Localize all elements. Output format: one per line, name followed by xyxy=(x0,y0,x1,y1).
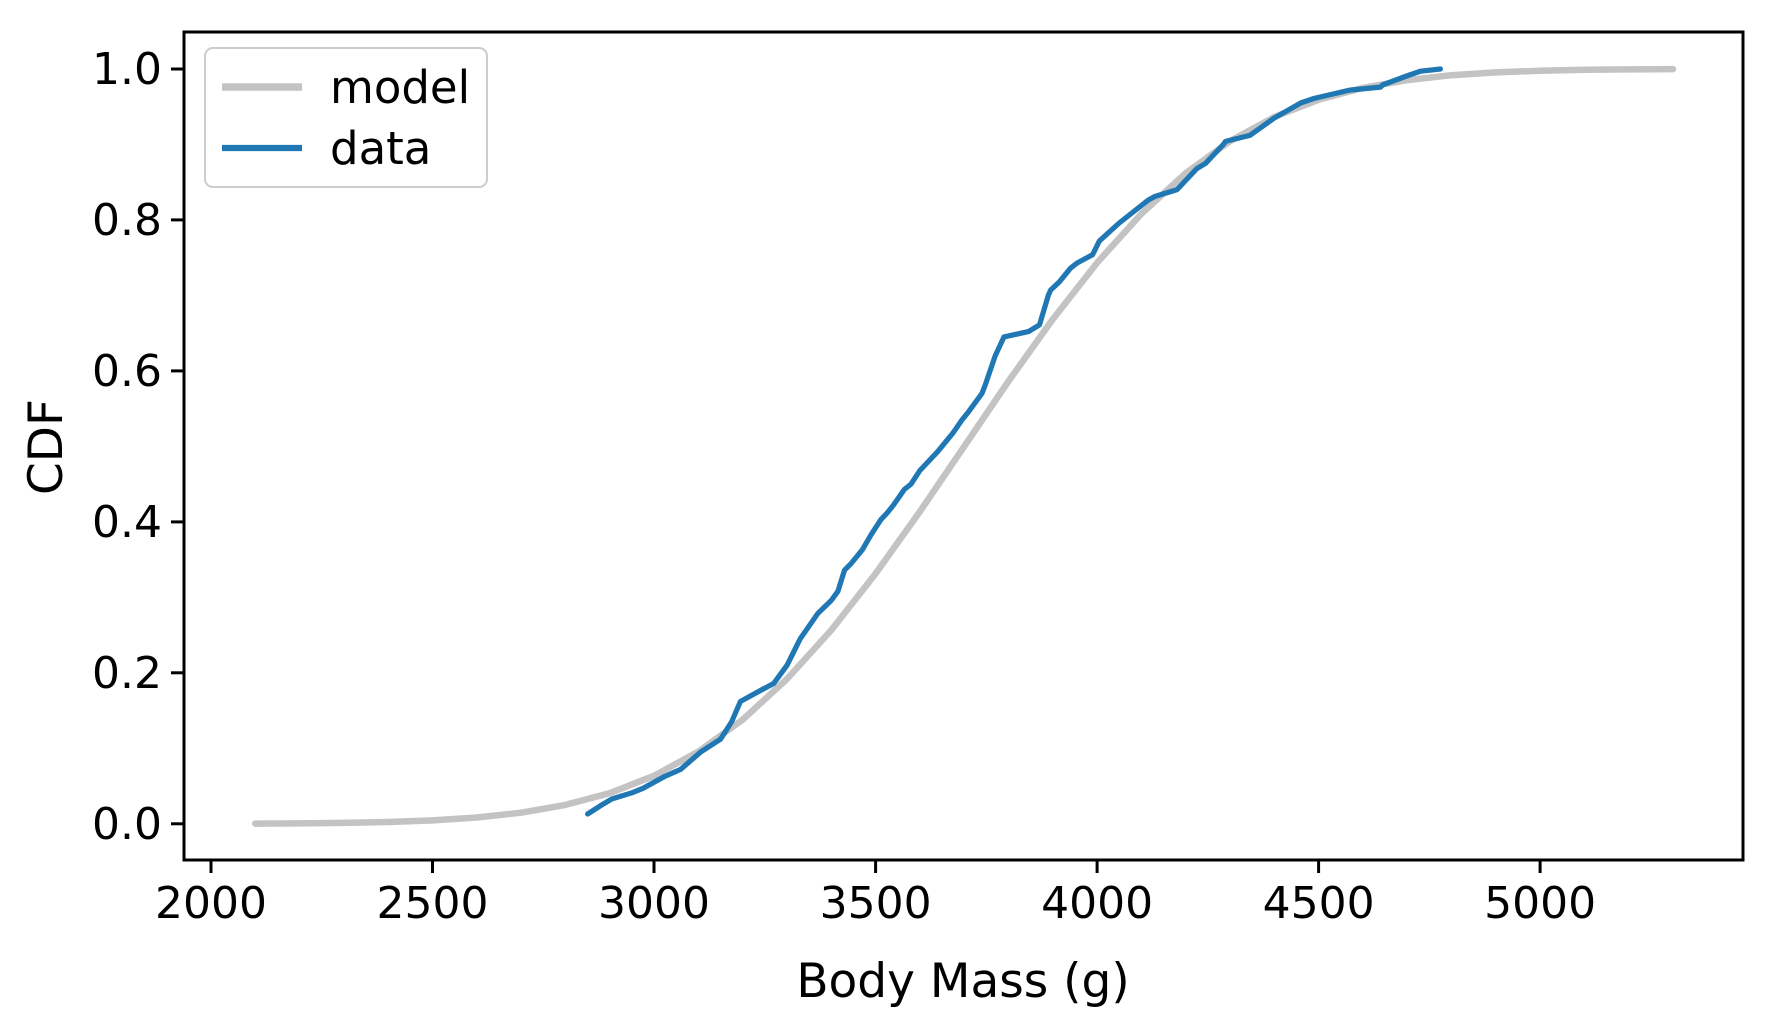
legend-label-data: data xyxy=(330,122,431,175)
x-tick-label: 2000 xyxy=(155,878,267,929)
y-tick-label: 0.0 xyxy=(92,799,162,850)
x-tick-label: 3500 xyxy=(820,878,932,929)
y-axis-label: CDF xyxy=(19,399,74,495)
y-tick-label: 0.8 xyxy=(92,195,162,246)
legend-label-model: model xyxy=(330,61,470,114)
x-tick-label: 5000 xyxy=(1484,878,1596,929)
y-tick-label: 0.4 xyxy=(92,497,162,548)
y-tick-label: 1.0 xyxy=(92,44,162,95)
series-layer xyxy=(252,65,1677,827)
axes-layer: 2000 2500 3000 3500 4000 4500 5000 0.0 0.2 0.4 0.6… xyxy=(92,30,1745,929)
x-tick-label: 3000 xyxy=(598,878,710,929)
series-line-data xyxy=(584,66,1444,817)
x-tick-label: 4000 xyxy=(1041,878,1153,929)
legend-box xyxy=(204,47,488,188)
legend: model data xyxy=(204,47,488,188)
x-tick-label: 4500 xyxy=(1263,878,1375,929)
x-axis-label: Body Mass (g) xyxy=(796,954,1129,1009)
series-line-model xyxy=(252,65,1677,827)
y-tick-label: 0.2 xyxy=(92,648,162,699)
x-tick-label: 2500 xyxy=(377,878,489,929)
y-tick-label: 0.6 xyxy=(92,346,162,397)
plot-border xyxy=(182,30,1745,862)
